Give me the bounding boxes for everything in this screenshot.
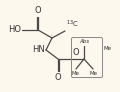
FancyBboxPatch shape [72,38,102,77]
Text: HN: HN [32,46,45,54]
Text: Me: Me [103,46,111,52]
Text: Me: Me [90,71,98,76]
Text: Me: Me [71,71,79,76]
Text: Abs: Abs [79,39,89,44]
Text: O: O [35,6,41,15]
Text: $^{13}$C: $^{13}$C [66,19,79,30]
Text: O: O [72,48,79,57]
Text: O: O [55,73,61,82]
Text: HO: HO [8,25,21,34]
